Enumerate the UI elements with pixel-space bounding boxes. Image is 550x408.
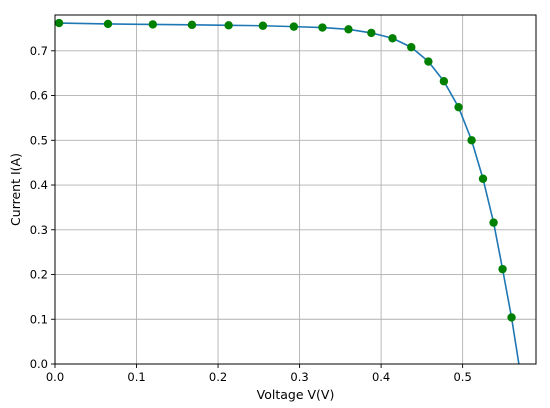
x-tick-label: 0.4	[372, 370, 390, 384]
y-tick-label: 0.4	[30, 178, 48, 192]
data-point	[344, 25, 353, 34]
grid	[54, 15, 536, 365]
y-tick-label: 0.3	[30, 223, 48, 237]
x-tick-label: 0.3	[290, 370, 308, 384]
data-point	[498, 264, 507, 274]
data-point	[289, 22, 299, 31]
y-tick-label: 0.7	[30, 44, 48, 58]
data-point	[507, 313, 516, 322]
data-point	[439, 77, 449, 86]
data-point	[478, 174, 488, 183]
data-point	[454, 102, 463, 112]
y-tick-label: 0.0	[30, 357, 48, 371]
data-point	[103, 19, 113, 29]
data-point	[424, 57, 433, 66]
data-point	[318, 23, 327, 32]
y-axis-label: Current I(A)	[8, 153, 23, 226]
y-tick-label: 0.5	[30, 133, 48, 147]
data-point	[467, 136, 476, 145]
ticks: 0.0 0.1 0.2 0.3 0.4 0.5 0.0 0.1 0.2 0.3 0.4 0.5 0.6 0…	[30, 44, 472, 384]
data-point	[258, 21, 268, 30]
data-point	[54, 18, 64, 28]
x-tick-label: 0.0	[46, 370, 64, 384]
x-tick-label: 0.2	[209, 370, 227, 384]
x-tick-label: 0.1	[127, 370, 145, 384]
plot-frame	[54, 14, 537, 365]
data-point	[187, 20, 197, 30]
x-tick-label: 0.5	[453, 370, 471, 384]
data-point	[224, 21, 233, 30]
y-tick-label: 0.1	[30, 312, 48, 326]
data-point	[148, 20, 158, 29]
x-axis-label: Voltage V(V)	[257, 387, 335, 402]
data-point	[367, 28, 376, 38]
y-tick-label: 0.6	[30, 89, 48, 103]
data-point	[407, 43, 416, 52]
data-point	[388, 34, 397, 43]
data-point	[489, 218, 498, 227]
series	[54, 18, 520, 365]
iv-curve-line	[59, 22, 520, 365]
y-tick-label: 0.2	[30, 268, 48, 282]
